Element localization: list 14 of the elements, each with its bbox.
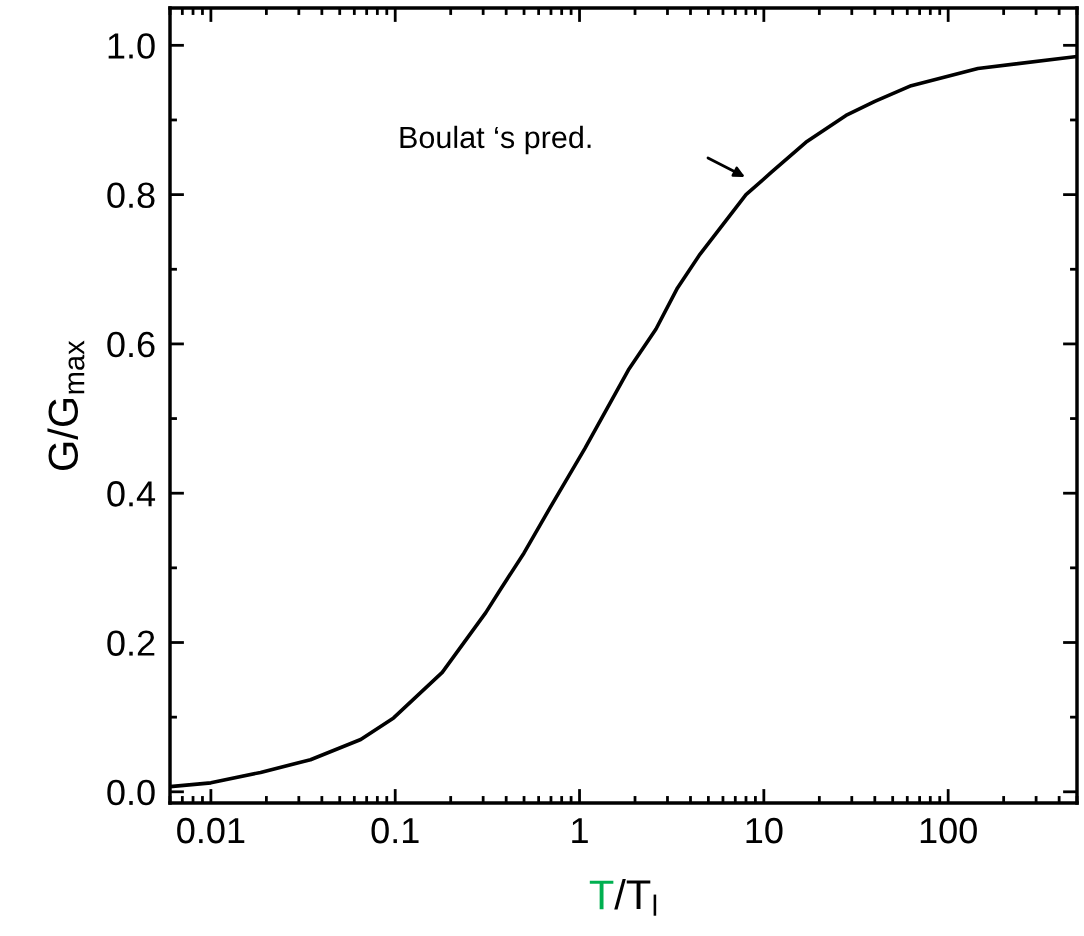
x-tick-label: 10 — [746, 817, 783, 844]
y-axis-title: G/G$_{max}$ — [47, 340, 85, 471]
y-tick-label: 0.0 — [107, 779, 155, 806]
y-tick-label: 0.2 — [107, 630, 155, 656]
x-tick-label: 100 — [920, 817, 977, 844]
y-tick-label: 0.4 — [107, 481, 156, 507]
y-tick-label: 0.6 — [107, 331, 155, 358]
y-tick-label: 1.0 — [108, 33, 155, 59]
x-axis-title: T/T$_{l}$ — [589, 878, 657, 916]
annotation: Boulat ‘s pred. — [400, 125, 591, 155]
x-tick-label: 1 — [572, 818, 588, 844]
y-tick-label: 0.8 — [107, 182, 155, 209]
x-tick-label: 0.01 — [177, 817, 245, 844]
x-tick-label: 0.1 — [371, 817, 419, 844]
